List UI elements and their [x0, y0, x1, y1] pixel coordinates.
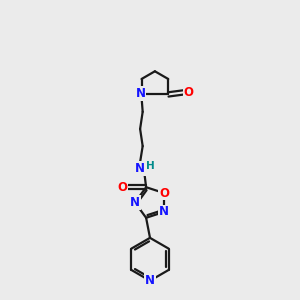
- Text: N: N: [135, 162, 145, 175]
- Text: O: O: [117, 181, 127, 194]
- Text: O: O: [159, 187, 169, 200]
- Text: N: N: [130, 196, 140, 209]
- Text: N: N: [145, 274, 155, 287]
- Text: N: N: [136, 87, 146, 100]
- Text: N: N: [159, 206, 169, 218]
- Text: O: O: [184, 86, 194, 99]
- Text: H: H: [146, 161, 154, 171]
